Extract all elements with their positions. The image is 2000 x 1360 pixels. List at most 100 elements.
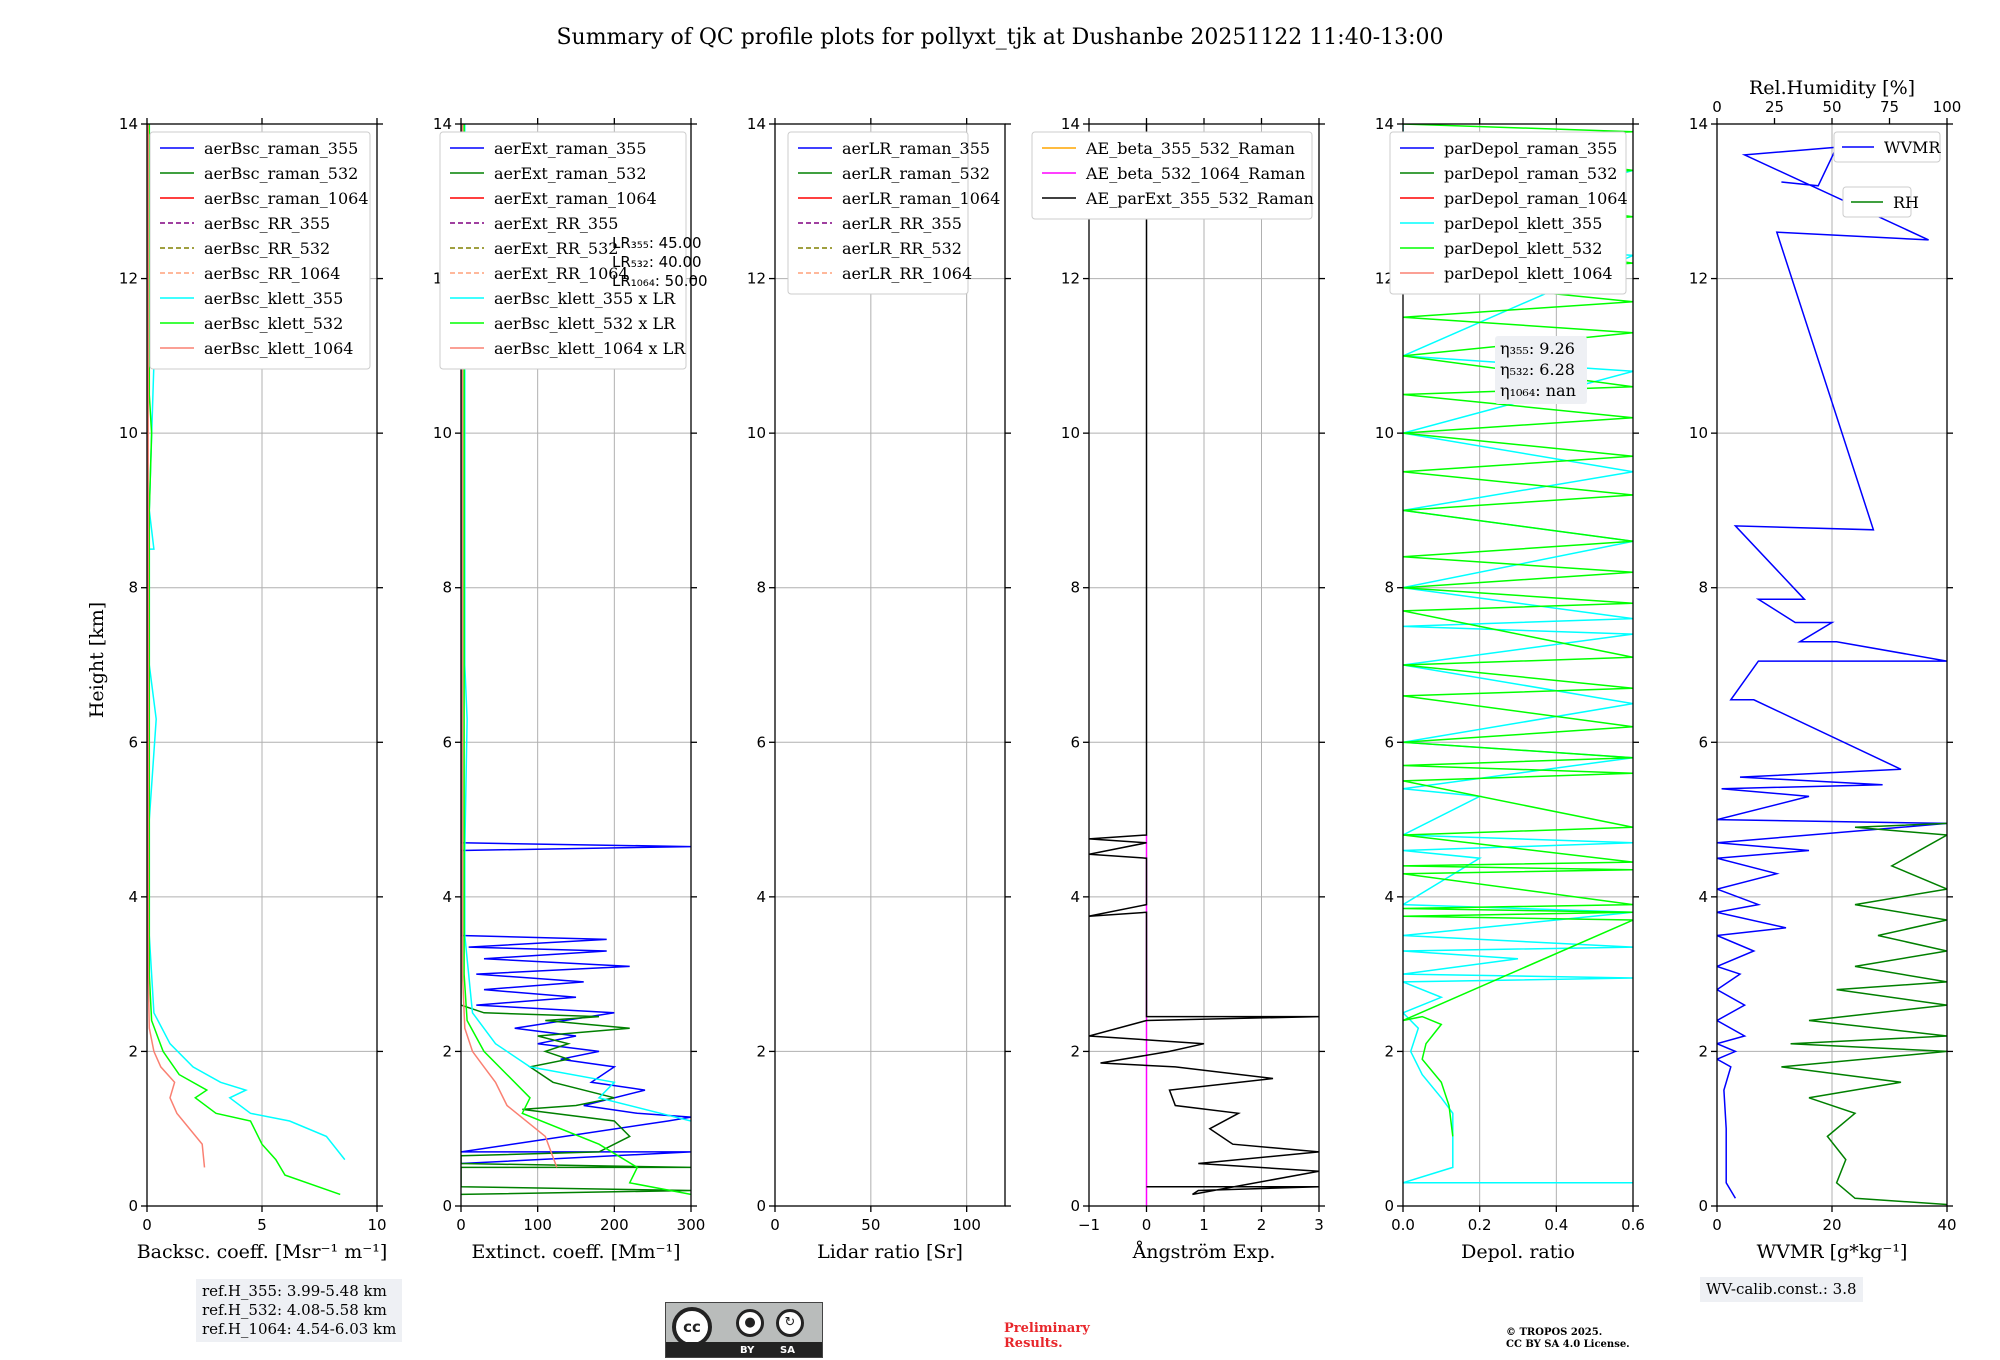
legend-box xyxy=(439,131,687,370)
x-tick-label: 0 xyxy=(1712,1216,1722,1234)
x-tick-label: −1 xyxy=(1078,1216,1100,1234)
x-tick-label: 0.2 xyxy=(1468,1216,1492,1234)
legend-label: aerLR_RR_355 xyxy=(842,214,962,233)
copyright-line-2: CC BY SA 4.0 License. xyxy=(1506,1339,1630,1350)
legend-label: parDepol_klett_1064 xyxy=(1444,264,1613,283)
y-tick-label: 4 xyxy=(1698,888,1708,906)
axes-frame xyxy=(460,123,692,1207)
axes-frame xyxy=(1088,123,1320,1207)
axes-frame xyxy=(1402,123,1634,1207)
y-tick-label: 14 xyxy=(1375,115,1394,133)
y-tick-label: 10 xyxy=(433,424,452,442)
legend-label: aerLR_raman_1064 xyxy=(842,189,1000,208)
legend-box xyxy=(1833,131,1941,163)
series-aerBsc_klett_355 xyxy=(148,124,346,1161)
ref-height-532: ref.H_532: 4.08-5.58 km xyxy=(202,1301,387,1319)
y-tick-label: 8 xyxy=(128,579,138,597)
y-tick-label: 12 xyxy=(1061,270,1080,288)
x-tick-label: 0 xyxy=(770,1216,780,1234)
y-tick-label: 0 xyxy=(128,1197,138,1215)
cc-icon: cc xyxy=(672,1307,712,1347)
reference-height-box: ref.H_355: 3.99-5.48 km ref.H_532: 4.08-… xyxy=(196,1279,403,1342)
y-tick-label: 12 xyxy=(747,270,766,288)
axes-frame xyxy=(1716,123,1948,1207)
legend-box xyxy=(149,131,371,370)
y-tick-label: 6 xyxy=(1384,733,1394,751)
x-axis-label: WVMR [g*kg⁻¹] xyxy=(1757,1241,1908,1263)
x-axis-label: Extinct. coeff. [Mm⁻¹] xyxy=(471,1241,680,1263)
y-tick-label: 0 xyxy=(1070,1197,1080,1215)
y-tick-label: 2 xyxy=(1384,1042,1394,1060)
y-tick-label: 4 xyxy=(1384,888,1394,906)
y-tick-label: 12 xyxy=(119,270,138,288)
x-tick-label: 20 xyxy=(1822,1216,1841,1234)
series-aerBsc_klett_532 xyxy=(148,124,341,1196)
y-tick-label: 6 xyxy=(128,733,138,751)
legend-label: AE_beta_355_532_Raman xyxy=(1085,139,1295,158)
x-tick-label: 300 xyxy=(677,1216,706,1234)
legend-label: parDepol_raman_1064 xyxy=(1444,189,1628,208)
cc-badge-bar xyxy=(666,1342,822,1357)
y-tick-label: 14 xyxy=(747,115,766,133)
ref-height-355: ref.H_355: 3.99-5.48 km xyxy=(202,1282,387,1300)
preliminary-results-note: Preliminary Results. xyxy=(1004,1321,1090,1351)
by-label: BY xyxy=(740,1345,755,1356)
y-tick-label: 8 xyxy=(442,579,452,597)
top-x-tick-label: 0 xyxy=(1712,98,1722,116)
series-parDepol_klett_532 xyxy=(1403,124,1633,1137)
x-axis-label: Lidar ratio [Sr] xyxy=(817,1241,963,1263)
legend-label: aerBsc_raman_532 xyxy=(204,164,358,183)
series-WVMR xyxy=(1717,146,1947,1199)
preliminary-line-2: Results. xyxy=(1004,1336,1063,1351)
top-x-tick-label: 25 xyxy=(1765,98,1784,116)
legend-label: aerBsc_RR_355 xyxy=(204,214,330,233)
copyright-line-1: © TROPOS 2025. xyxy=(1506,1327,1603,1338)
x-tick-label: 0.6 xyxy=(1621,1216,1645,1234)
legend-label: aerExt_RR_355 xyxy=(494,214,618,233)
y-tick-label: 8 xyxy=(1070,579,1080,597)
legend-label: aerBsc_klett_532 x LR xyxy=(494,314,676,333)
y-tick-label: 14 xyxy=(433,115,452,133)
y-tick-label: 10 xyxy=(1375,424,1394,442)
x-tick-label: 0.4 xyxy=(1544,1216,1568,1234)
x-tick-label: 0 xyxy=(1142,1216,1152,1234)
y-tick-label: 8 xyxy=(1698,579,1708,597)
eta-label: η₃₅₅: 9.26 xyxy=(1500,339,1575,358)
panel-depol: 0 2 4 6 8 10 12 14 0.0 0.2 0.4 0.6 Depol. ratio parDe… xyxy=(1375,115,1645,1263)
legend-label: aerLR_raman_532 xyxy=(842,164,990,183)
y-tick-label: 6 xyxy=(1698,733,1708,751)
y-tick-label: 2 xyxy=(442,1042,452,1060)
legend-label: aerExt_RR_1064 xyxy=(494,264,629,283)
legend-label: aerBsc_raman_1064 xyxy=(204,189,369,208)
legend-label: aerBsc_klett_532 xyxy=(204,314,343,333)
y-tick-label: 10 xyxy=(747,424,766,442)
y-tick-label: 12 xyxy=(1689,270,1708,288)
series-parDepol_klett_355 xyxy=(1403,124,1633,1184)
y-tick-label: 6 xyxy=(442,733,452,751)
axes-frame xyxy=(146,123,378,1207)
x-tick-label: 3 xyxy=(1314,1216,1324,1234)
x-tick-label: 0 xyxy=(142,1216,152,1234)
y-tick-label: 2 xyxy=(128,1042,138,1060)
x-tick-label: 1 xyxy=(1199,1216,1209,1234)
y-tick-label: 4 xyxy=(442,888,452,906)
series-RH xyxy=(1781,822,1947,1206)
legend-label: aerExt_raman_1064 xyxy=(494,189,657,208)
y-tick-label: 14 xyxy=(119,115,138,133)
legend-label: aerBsc_raman_355 xyxy=(204,139,358,158)
y-tick-label: 10 xyxy=(1061,424,1080,442)
figure-title: Summary of QC profile plots for pollyxt_… xyxy=(556,25,1443,50)
copyright-note: © TROPOS 2025. CC BY SA 4.0 License. xyxy=(1506,1327,1630,1351)
wv-calibration-constant: WV-calib.const.: 3.8 xyxy=(1706,1280,1857,1298)
y-tick-label: 0 xyxy=(1384,1197,1394,1215)
x-axis-label: Depol. ratio xyxy=(1461,1241,1575,1263)
x-tick-label: 0.0 xyxy=(1391,1216,1415,1234)
y-tick-label: 12 xyxy=(1375,270,1394,288)
attribution-icon: ● xyxy=(736,1309,764,1337)
y-tick-label: 8 xyxy=(1384,579,1394,597)
y-tick-label: 2 xyxy=(756,1042,766,1060)
